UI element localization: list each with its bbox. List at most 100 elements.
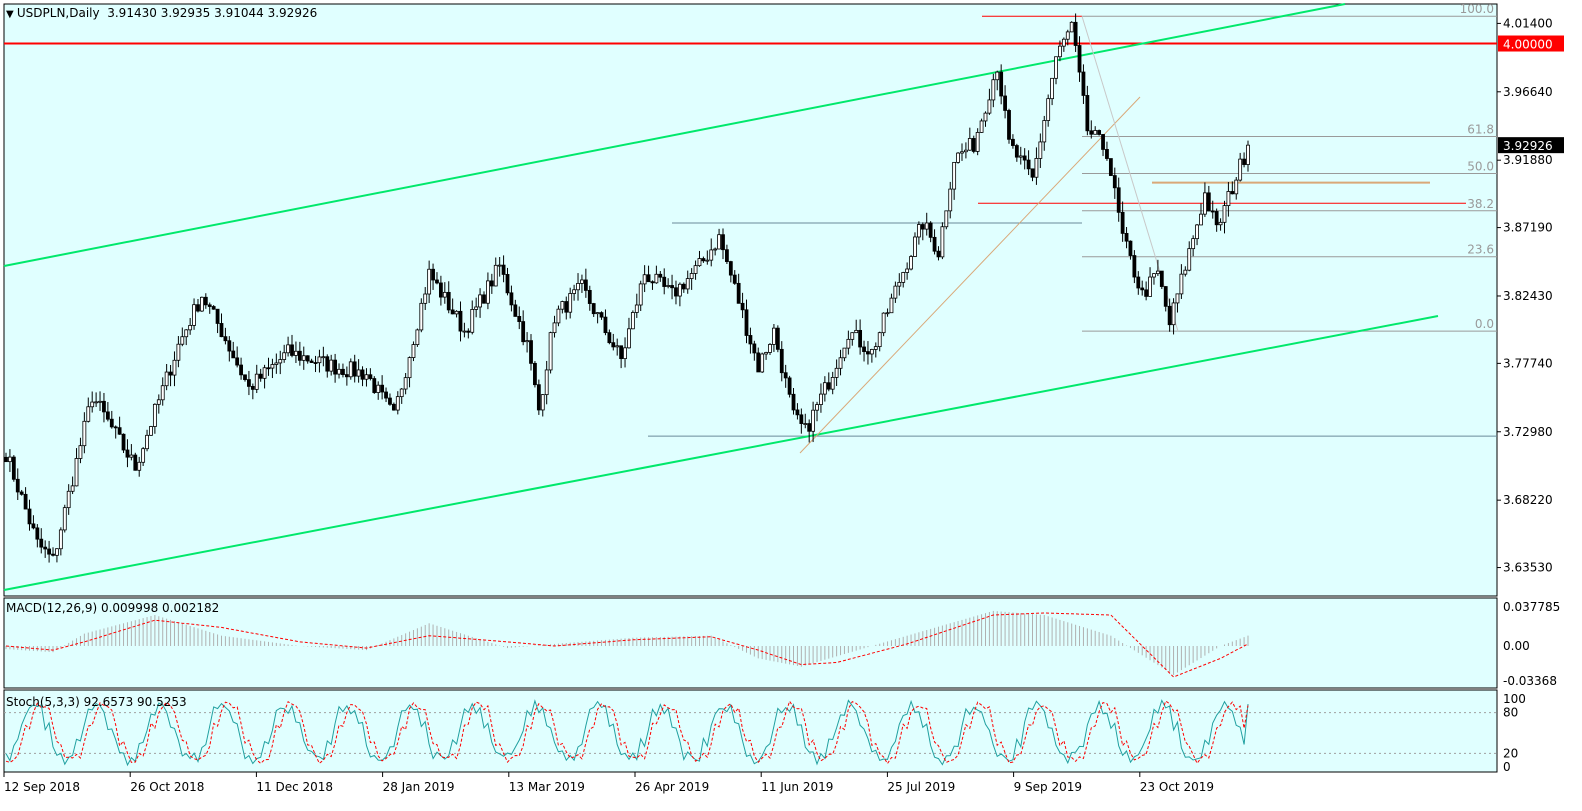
candle-body (619, 345, 624, 360)
candle-body (1105, 149, 1109, 159)
candle-body (70, 485, 75, 492)
stochastic-pane (4, 699, 1497, 767)
close-price: 3.92926 (267, 6, 318, 20)
macd-pane (5, 610, 1249, 678)
macd-signal-line (5, 612, 1249, 678)
candle-body (1065, 31, 1070, 40)
candle-body (513, 304, 518, 317)
candle-body (1042, 120, 1047, 143)
channel-upper-line (3, 3, 1346, 267)
main-chart-pane (3, 3, 1498, 597)
candle-body (964, 149, 968, 153)
candle-body (971, 138, 976, 152)
channel-lower-line (3, 315, 1439, 591)
candle-body (505, 274, 510, 294)
candle-body (368, 374, 373, 379)
candle-body (1018, 155, 1023, 158)
candle-body (278, 359, 283, 364)
candle-body (474, 306, 479, 310)
y-tick-label: 3.82430 (1503, 289, 1553, 303)
candle-body (1089, 130, 1094, 135)
candle-body (920, 224, 925, 230)
candle-body (556, 308, 561, 324)
candle-body (1234, 179, 1239, 195)
candle-body (983, 112, 988, 122)
candle-body (854, 329, 859, 334)
candle-body (493, 264, 498, 287)
candle-body (677, 283, 682, 297)
candle-body (403, 377, 408, 390)
candle-body (78, 445, 83, 459)
y-tick-label: 3.68220 (1503, 493, 1553, 507)
candle-body (967, 138, 972, 151)
fibonacci-levels: 100.0 61.8 50.0 38.2 23.6 0.0 (4, 2, 1497, 437)
candle-body (482, 294, 486, 304)
candle-body (1081, 71, 1086, 96)
candle-body (141, 448, 146, 463)
x-tick-label: 13 Mar 2019 (509, 780, 585, 794)
candle-body (129, 454, 134, 458)
candle-body (756, 352, 761, 373)
candle-body (826, 382, 831, 390)
candle-body (137, 461, 142, 471)
candle-body (1058, 45, 1062, 58)
candle-body (66, 490, 71, 509)
candle-body (1191, 238, 1196, 250)
candle-body (1038, 141, 1043, 159)
pane-backgrounds (3, 3, 1498, 773)
candle-body (1030, 168, 1035, 178)
candle-body (999, 71, 1004, 97)
x-tick-label: 26 Apr 2019 (635, 780, 709, 794)
candle-body (1144, 289, 1149, 297)
candle-body (725, 249, 729, 262)
macd-tick-label: 0.037785 (1503, 600, 1560, 614)
candle-body (254, 373, 259, 390)
candle-body (1159, 270, 1164, 287)
symbol-header: ▼ USDPLN,Daily 3.91430 3.92935 3.91044 3… (6, 6, 317, 20)
candle-body (866, 351, 870, 355)
candle-body (411, 344, 416, 358)
x-tick-label: 23 Oct 2019 (1140, 780, 1214, 794)
stoch-tick-label: 0 (1503, 760, 1511, 774)
candle-body (227, 340, 232, 352)
candle-body (94, 401, 99, 404)
candle-body (1140, 287, 1145, 291)
candle-body (160, 385, 165, 401)
candle-body (1187, 248, 1192, 271)
candle-body (952, 161, 957, 190)
candle-body (795, 409, 800, 416)
candle-body (282, 352, 287, 360)
candle-body (348, 361, 353, 378)
candle-body (333, 359, 338, 375)
macd-tick-label: -0.03368 (1503, 674, 1557, 688)
y-tick-label: 3.91880 (1503, 153, 1553, 167)
candle-body (897, 281, 902, 287)
candle-body (376, 384, 381, 393)
candle-body (47, 548, 51, 555)
fib-level-label: 38.2 (1467, 197, 1494, 211)
candle-body (611, 342, 616, 348)
candle-body (822, 382, 827, 395)
candle-body (893, 285, 898, 299)
candle-body (901, 272, 906, 283)
candle-body (548, 332, 553, 371)
candle-body (1046, 98, 1051, 121)
candle-body (583, 279, 588, 291)
candle-body (149, 426, 153, 436)
candle-body (791, 393, 796, 411)
candle-body (862, 346, 866, 352)
candle-body (764, 352, 768, 355)
candle-body (427, 268, 432, 295)
symbol-label: USDPLN,Daily (16, 6, 100, 20)
candle-body (86, 406, 91, 422)
candle-body (1214, 211, 1219, 226)
candle-body (423, 293, 428, 304)
collapse-triangle-icon[interactable]: ▼ (6, 9, 17, 20)
candle-body (540, 394, 545, 411)
candle-body (877, 332, 882, 348)
candle-body (1199, 213, 1203, 226)
candle-body (689, 273, 694, 279)
candle-body (337, 368, 341, 375)
x-tick-label: 28 Jan 2019 (383, 780, 455, 794)
candle-body (215, 308, 220, 324)
